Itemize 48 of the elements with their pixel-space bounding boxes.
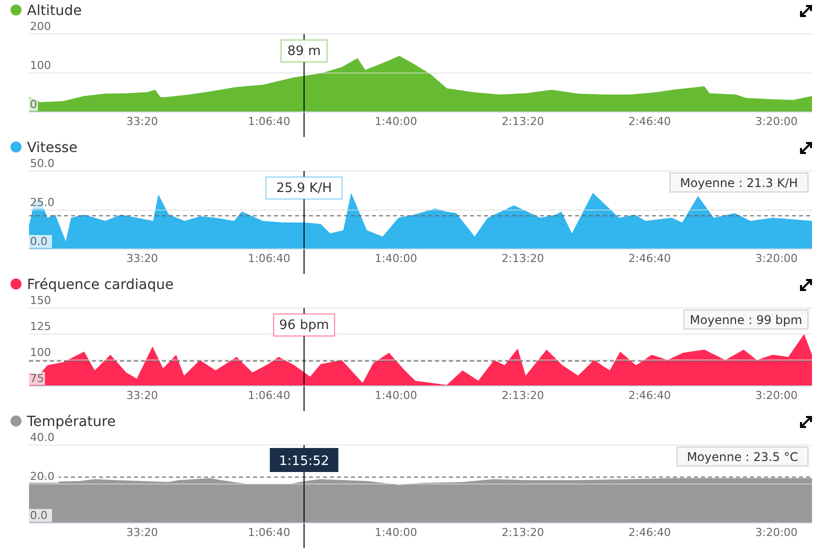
y-tick-label: 20.0 <box>30 470 54 483</box>
x-tick-label: 2:13:20 <box>502 115 544 128</box>
y-tick-label: 200 <box>30 20 51 33</box>
ref-line-label: Moyenne : 99 bpm <box>690 313 802 327</box>
x-tick-label: 2:46:40 <box>628 526 671 539</box>
annotation: 25.9 K/H <box>276 181 332 196</box>
y-tick-label: 150 <box>30 294 51 307</box>
y-tick-label: 25.0 <box>30 196 54 209</box>
x-tick-label: 1:40:00 <box>374 526 418 539</box>
y-tick-label: 0 <box>30 98 37 111</box>
x-tick-label: 3:20:00 <box>755 389 798 402</box>
x-tick-label: 33:20 <box>126 526 158 539</box>
ref-line-label: Moyenne : 21.3 K/H <box>680 176 798 190</box>
legend-label: Altitude <box>27 3 82 19</box>
x-tick-label: 3:20:00 <box>755 526 798 539</box>
x-tick-label: 1:06:40 <box>248 389 290 402</box>
y-tick-label: 40.0 <box>30 431 54 444</box>
x-tick-label: 2:46:40 <box>628 252 671 265</box>
x-tick-label: 2:13:20 <box>502 526 544 539</box>
legend-label: Température <box>26 414 116 430</box>
y-tick-label: 75 <box>30 372 44 385</box>
ref-line-label: Moyenne : 23.5 °C <box>686 450 798 464</box>
annotation: 1:15:52 <box>279 454 330 469</box>
x-tick-label: 33:20 <box>126 389 158 402</box>
x-tick-label: 2:46:40 <box>628 389 671 402</box>
y-tick-label: 50.0 <box>30 157 54 170</box>
y-tick-label: 0.0 <box>30 509 48 522</box>
x-tick-label: 33:20 <box>126 252 158 265</box>
x-tick-label: 1:06:40 <box>248 115 290 128</box>
x-tick-label: 2:13:20 <box>502 252 544 265</box>
y-tick-label: 100 <box>30 346 51 359</box>
x-tick-label: 1:06:40 <box>248 252 290 265</box>
x-tick-label: 1:40:00 <box>374 389 418 402</box>
legend-label: Fréquence cardiaque <box>27 277 174 293</box>
x-tick-label: 1:40:00 <box>374 115 418 128</box>
y-tick-label: 100 <box>30 59 51 72</box>
legend-label: Vitesse <box>27 140 78 156</box>
x-tick-label: 3:20:00 <box>755 252 798 265</box>
annotation: 89 m <box>287 44 321 59</box>
x-tick-label: 2:13:20 <box>502 389 544 402</box>
x-tick-label: 33:20 <box>126 115 158 128</box>
x-tick-label: 3:20:00 <box>755 115 798 128</box>
x-tick-label: 2:46:40 <box>628 115 671 128</box>
annotation: 96 bpm <box>279 318 330 333</box>
x-tick-label: 1:06:40 <box>248 526 290 539</box>
x-tick-label: 1:40:00 <box>374 252 418 265</box>
y-tick-label: 0.0 <box>30 235 48 248</box>
y-tick-label: 125 <box>30 320 51 333</box>
